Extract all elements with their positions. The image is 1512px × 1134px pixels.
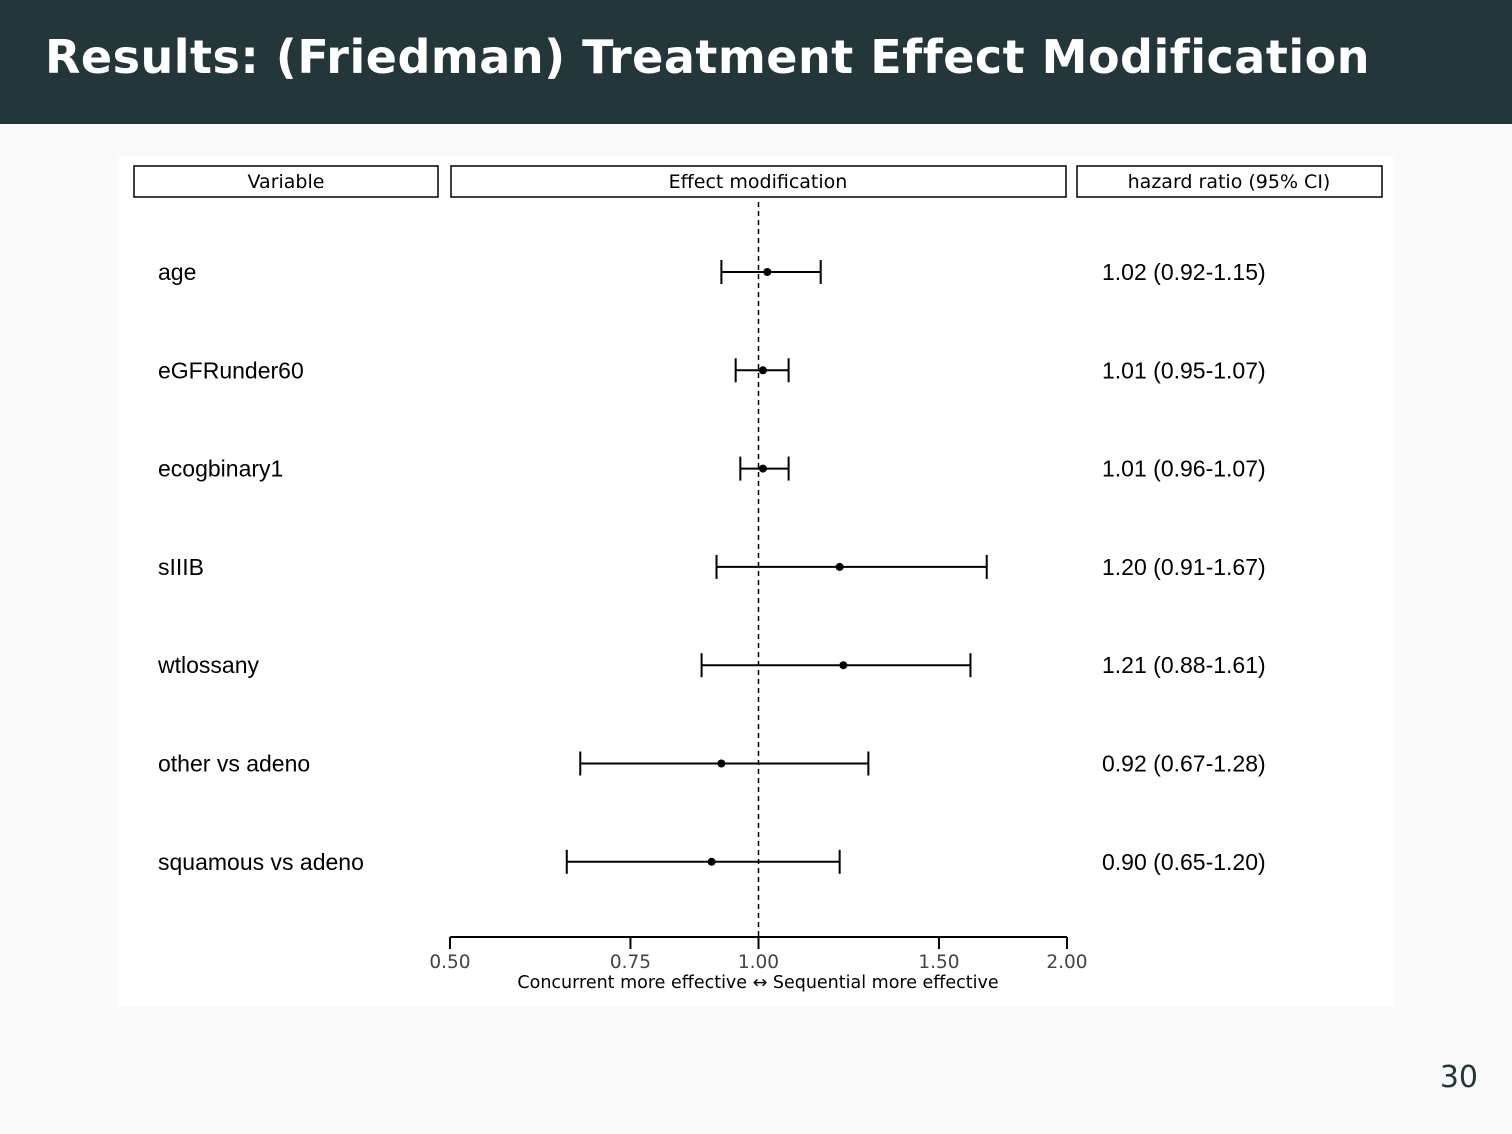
plot-header: Effect modification (669, 171, 848, 193)
hr-point (707, 857, 716, 866)
row-variable-label: age (158, 259, 196, 285)
row-estimate-label: 1.21 (0.88-1.61) (1102, 652, 1266, 678)
x-axis: 0.50 0.75 1.00 1.50 2.00 (429, 936, 1088, 973)
forest-row: eGFRunder60 1.01 (0.95-1.07) (158, 357, 1266, 383)
row-estimate-label: 0.90 (0.65-1.20) (1102, 849, 1266, 875)
row-estimate-label: 1.20 (0.91-1.67) (1102, 554, 1266, 580)
hr-point (717, 759, 726, 768)
plot-header-box (450, 165, 1067, 198)
row-variable-label: wtlossany (157, 652, 259, 678)
row-estimate-label: 0.92 (0.67-1.28) (1102, 751, 1266, 777)
hr-point (839, 661, 848, 670)
row-variable-label: eGFRunder60 (158, 357, 304, 383)
row-variable-label: other vs adeno (158, 751, 310, 777)
estimate-header-box (1076, 165, 1383, 198)
x-tick-label: 0.75 (610, 952, 651, 973)
row-estimate-label: 1.01 (0.95-1.07) (1102, 357, 1266, 383)
slide-title: Results: (Friedman) Treatment Effect Mod… (45, 30, 1370, 84)
row-variable-label: ecogbinary1 (158, 456, 283, 482)
x-tick-label: 2.00 (1046, 952, 1087, 973)
hr-point (758, 464, 767, 473)
forest-row: wtlossany 1.21 (0.88-1.61) (157, 652, 1266, 678)
variable-header-box (133, 165, 439, 198)
variable-header: Variable (248, 171, 325, 193)
x-axis-label: Concurrent more effective ↔ Sequential m… (517, 973, 998, 993)
row-estimate-label: 1.02 (0.92-1.15) (1102, 259, 1266, 285)
rows-layer: age 1.02 (0.92-1.15) eGFRunder60 1.01 (0.95… (157, 202, 1266, 936)
slide-header: Results: (Friedman) Treatment Effect Mod… (0, 0, 1512, 124)
row-estimate-label: 1.01 (0.96-1.07) (1102, 456, 1266, 482)
forest-row: squamous vs adeno 0.90 (0.65-1.20) (158, 849, 1266, 875)
row-variable-label: squamous vs adeno (158, 849, 364, 875)
forest-row: ecogbinary1 1.01 (0.96-1.07) (158, 456, 1266, 482)
forest-row: age 1.02 (0.92-1.15) (158, 259, 1266, 285)
x-tick-label: 1.00 (738, 952, 779, 973)
estimate-header: hazard ratio (95% CI) (1128, 171, 1331, 193)
hr-point (763, 268, 772, 276)
hr-point (835, 562, 844, 571)
forest-plot-svg: Variable Effect modification hazard rati… (133, 165, 1383, 993)
row-variable-label: sIIIB (158, 554, 204, 580)
x-tick-label: 0.50 (429, 952, 470, 973)
hr-point (758, 366, 767, 375)
page-number: 30 (1439, 1060, 1478, 1095)
x-tick-label: 1.50 (918, 952, 959, 973)
forest-plot-figure: Variable Effect modification hazard rati… (118, 156, 1394, 1006)
forest-row: other vs adeno 0.92 (0.67-1.28) (158, 751, 1266, 777)
forest-row: sIIIB 1.20 (0.91-1.67) (158, 554, 1266, 580)
